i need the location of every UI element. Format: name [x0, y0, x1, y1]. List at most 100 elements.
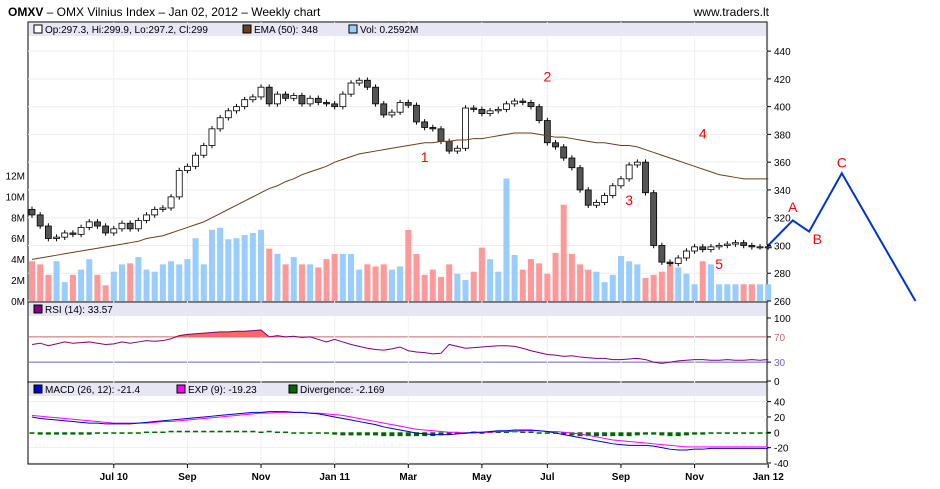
- candle-body: [748, 245, 756, 248]
- candle-body: [764, 246, 772, 249]
- divergence-bar: [160, 431, 166, 434]
- candle-body: [584, 189, 592, 206]
- candle-body: [666, 261, 674, 264]
- rsi-legend-strip: [29, 303, 766, 316]
- divergence-bar: [209, 430, 215, 433]
- candle-body: [151, 208, 159, 216]
- site-label: www.traders.lt: [693, 5, 770, 19]
- price-tick-label: 340: [774, 186, 791, 197]
- candle-body: [535, 106, 543, 121]
- volume-bar: [102, 285, 109, 301]
- divergence-bar: [741, 432, 747, 434]
- divergence-bar: [724, 432, 730, 434]
- ema-line: [31, 132, 769, 260]
- divergence-bar: [667, 432, 673, 437]
- macd-tick-label: 0: [774, 428, 780, 439]
- divergence-bar: [544, 432, 550, 434]
- rsi-overbought-fill: [32, 329, 769, 337]
- volume-tick-label: 4M: [11, 255, 25, 266]
- candle-body: [609, 185, 617, 196]
- candle-body: [265, 86, 273, 105]
- volume-bar: [667, 263, 674, 301]
- divergence-bar: [561, 432, 567, 435]
- volume-bar: [601, 282, 608, 301]
- wave-label: A: [788, 199, 798, 215]
- candle-body: [175, 170, 183, 198]
- volume-bar: [495, 271, 502, 301]
- exp-line: [31, 411, 769, 448]
- candle-body: [167, 196, 175, 209]
- volume-tick-label: 10M: [6, 192, 25, 203]
- volume-tick-label: 0M: [11, 297, 25, 308]
- candle-body: [216, 117, 224, 130]
- divergence-bar: [651, 432, 657, 435]
- candle-body: [208, 128, 216, 146]
- candle-body: [699, 246, 707, 251]
- time-tick-label: Nov: [685, 472, 704, 483]
- candle-body: [560, 146, 568, 159]
- candle-body: [740, 242, 748, 246]
- vol-legend-swatch: [348, 24, 358, 34]
- volume-bar: [380, 264, 387, 301]
- divergence-bar: [373, 432, 379, 436]
- volume-bar: [429, 269, 436, 301]
- candle-body: [94, 221, 101, 227]
- volume-bar: [560, 204, 567, 301]
- divergence-bar: [193, 430, 199, 433]
- divergence-bar: [225, 430, 231, 433]
- volume-tick-label: 12M: [6, 171, 25, 182]
- volume-bar: [716, 284, 723, 301]
- exp-legend-swatch: [176, 384, 186, 394]
- divergence-bar: [37, 432, 43, 435]
- candle-body: [249, 96, 257, 101]
- volume-bar: [315, 267, 322, 301]
- annotation-layer: 1 2 3 4 5 AB C: [421, 69, 917, 302]
- rsi-tick-label: 100: [774, 314, 791, 325]
- volume-bar: [405, 229, 412, 301]
- divergence-bar: [610, 432, 616, 437]
- divergence-bar: [708, 432, 714, 434]
- candle-body: [633, 161, 641, 166]
- volume-bar: [86, 259, 93, 301]
- candle-body: [85, 221, 93, 228]
- candle-body: [576, 167, 584, 191]
- divergence-bar: [70, 432, 76, 435]
- volume-bar: [53, 261, 60, 301]
- volume-tick-label: 8M: [11, 213, 25, 224]
- rsi-legend-swatch: [33, 304, 43, 314]
- volume-bar: [110, 271, 117, 301]
- volume-bar: [298, 264, 305, 301]
- divergence-bar: [389, 432, 395, 437]
- macd-tick-label: -40: [774, 459, 789, 470]
- divergence-bar: [757, 432, 763, 434]
- divergence-bar: [201, 430, 207, 433]
- time-tick-label: Jul: [540, 472, 555, 483]
- volume-bar: [241, 235, 248, 301]
- volume-bar: [45, 274, 52, 301]
- volume-bar: [699, 261, 706, 301]
- volume-bar: [258, 229, 265, 301]
- divergence-bar: [765, 432, 771, 434]
- volume-bar: [487, 259, 494, 301]
- candle-body: [380, 103, 388, 116]
- volume-bar: [266, 248, 273, 301]
- rsi-legend-text: RSI (14): 33.57: [45, 305, 113, 316]
- candle-body: [421, 121, 429, 128]
- candle-body: [650, 192, 658, 246]
- divergence-bar: [626, 432, 632, 437]
- volume-bar: [159, 264, 166, 301]
- candle-body: [658, 245, 666, 263]
- volume-bar: [724, 284, 731, 301]
- divergence-bar: [307, 432, 313, 434]
- price-tick-label: 360: [774, 158, 791, 169]
- candle-body: [257, 86, 265, 98]
- macd-legend-text: MACD (26, 12): -21.4: [45, 385, 140, 396]
- volume-bar: [61, 282, 68, 301]
- volume-bar: [78, 269, 85, 301]
- volume-bar: [29, 261, 35, 301]
- candle-body: [453, 147, 461, 152]
- volume-bar: [135, 257, 142, 301]
- axis-layer: 2602803003203403603804004204400M2M4M6M8M…: [6, 47, 792, 483]
- divergence-bar: [250, 430, 256, 433]
